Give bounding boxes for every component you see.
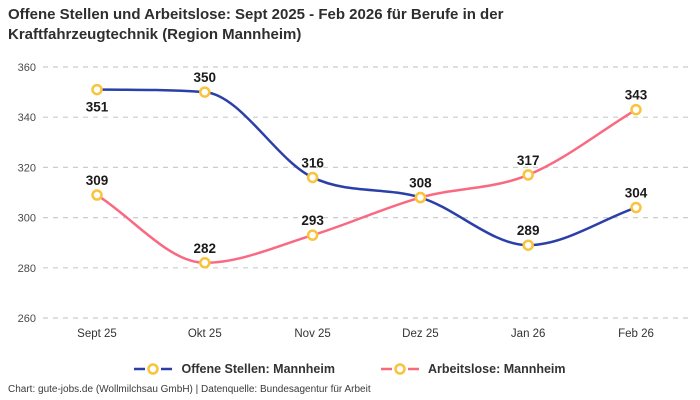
data-point-label: 282 bbox=[194, 241, 217, 256]
legend-item[interactable]: Arbeitslose: Mannheim bbox=[380, 362, 566, 376]
data-point-marker[interactable] bbox=[306, 171, 319, 184]
data-point-label: 343 bbox=[625, 88, 648, 103]
data-point-label: 289 bbox=[517, 223, 540, 238]
data-point-label: 351 bbox=[86, 100, 109, 115]
data-point-label: 304 bbox=[625, 186, 648, 201]
y-axis-tick-label: 360 bbox=[18, 62, 36, 74]
legend-series-icon bbox=[134, 363, 173, 375]
data-point-marker[interactable] bbox=[630, 201, 642, 214]
data-point-marker[interactable] bbox=[630, 103, 642, 116]
chart-canvas: 260 280 300 320 340 360 Sept 25 Okt 25 Nov 25 Dez… bbox=[18, 62, 690, 340]
legend-item-label: Arbeitslose: Mannheim bbox=[427, 362, 566, 376]
legend: Offene Stellen: Mannheim Arbeitslose: Man… bbox=[0, 357, 700, 381]
data-point-marker[interactable] bbox=[199, 86, 211, 98]
data-point-label: 309 bbox=[86, 173, 109, 188]
series-line bbox=[95, 108, 638, 265]
data-point-marker[interactable] bbox=[414, 191, 427, 204]
data-point-label: 316 bbox=[301, 155, 324, 170]
x-axis-tick-label: Nov 25 bbox=[294, 328, 330, 340]
x-axis-tick-label: Dez 25 bbox=[402, 328, 438, 340]
data-point-marker[interactable] bbox=[306, 229, 319, 241]
x-axis-tick-label: Jan 26 bbox=[511, 328, 546, 340]
y-axis-tick-label: 320 bbox=[18, 162, 36, 174]
y-axis-tick-label: 280 bbox=[18, 263, 36, 275]
footer-credit: Chart: gute-jobs.de (Wollmilchsau GmbH) … bbox=[8, 384, 371, 395]
data-point-marker[interactable] bbox=[91, 83, 103, 96]
data-point-marker[interactable] bbox=[522, 239, 534, 251]
y-axis-tick-label: 300 bbox=[18, 213, 36, 225]
y-axis-tick-label: 260 bbox=[18, 313, 36, 325]
y-axis-tick-label: 340 bbox=[18, 112, 36, 124]
x-axis-tick-label: Sept 25 bbox=[77, 328, 117, 340]
legend-series-icon bbox=[380, 363, 419, 375]
x-axis-tick-label: Feb 26 bbox=[618, 328, 654, 340]
legend-item[interactable]: Offene Stellen: Mannheim bbox=[134, 362, 335, 376]
data-point-label: 308 bbox=[409, 176, 432, 191]
x-axis-tick-label: Okt 25 bbox=[188, 328, 222, 340]
data-point-label: 293 bbox=[301, 213, 324, 228]
data-point-marker[interactable] bbox=[522, 169, 534, 181]
legend-item-label: Offene Stellen: Mannheim bbox=[181, 362, 335, 376]
chart-title: Offene Stellen und Arbeitslose: Sept 202… bbox=[8, 6, 504, 44]
data-point-marker[interactable] bbox=[91, 189, 103, 201]
data-point-label: 317 bbox=[517, 153, 540, 168]
data-point-label: 350 bbox=[194, 70, 217, 85]
series-line bbox=[95, 88, 638, 247]
data-point-marker[interactable] bbox=[199, 257, 211, 269]
